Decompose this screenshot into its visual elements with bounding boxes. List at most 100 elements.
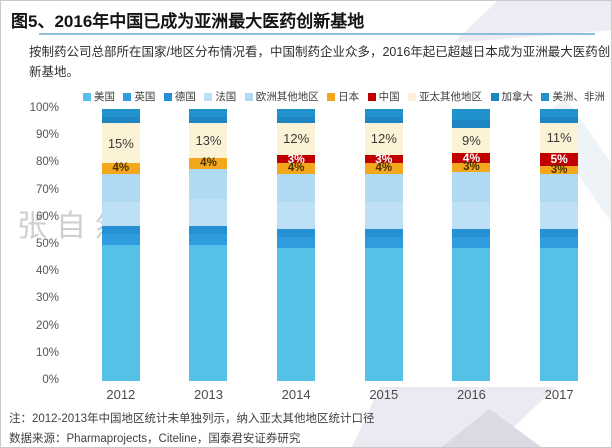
segment-label: 4% bbox=[200, 156, 217, 169]
bar-2012: 15% 4% bbox=[101, 109, 140, 381]
background-decoration-top-right bbox=[453, 1, 611, 43]
segment-德国 bbox=[189, 225, 228, 235]
segment-美洲、非洲 bbox=[189, 109, 228, 118]
segment-欧洲其他地区 bbox=[540, 174, 579, 202]
segment-欧洲其他地区 bbox=[364, 174, 403, 202]
title-underline bbox=[39, 33, 595, 35]
legend-item: 加拿大 bbox=[490, 89, 534, 104]
bar-2015: 12% 3% 4% bbox=[364, 109, 403, 381]
segment-label: 3% bbox=[287, 152, 305, 167]
y-axis-label: 80% bbox=[35, 156, 59, 169]
segment-法国 bbox=[364, 201, 403, 229]
segment-美国 bbox=[364, 247, 403, 381]
segment-日本: 3% bbox=[540, 163, 579, 176]
segment-label: 4% bbox=[112, 162, 130, 175]
segment-英国 bbox=[277, 236, 316, 248]
legend-item: 中国 bbox=[367, 89, 400, 104]
segment-德国 bbox=[101, 225, 140, 235]
legend-swatch-icon bbox=[204, 92, 213, 101]
segment-亚太其他地区: 9% bbox=[452, 128, 491, 153]
stacked-bar-chart: 100% 90% 80% 70% 60% 50% 40% 30% 20% 10% 0% 15% 4% 1… bbox=[1, 102, 611, 386]
segment-日本: 4% bbox=[101, 162, 140, 175]
chart-footnote: 注：2012-2013年中国地区统计未单独列示，纳入亚太其他地区统计口径 bbox=[9, 413, 375, 425]
segment-英国 bbox=[364, 236, 403, 248]
segment-美洲、非洲 bbox=[364, 109, 403, 118]
segment-德国 bbox=[364, 228, 403, 237]
segment-美洲、非洲 bbox=[101, 109, 140, 118]
data-source: 数据来源：Pharmaprojects，Citeline，国泰君安证券研究 bbox=[9, 433, 301, 445]
legend-label: 美国 bbox=[94, 91, 115, 103]
legend-label: 法国 bbox=[215, 91, 237, 103]
figure-description: 按制药公司总部所在国家/地区分布情况看，中国制药企业众多，2016年起已超越日本… bbox=[29, 42, 611, 82]
segment-label: 15% bbox=[107, 135, 134, 151]
segment-德国 bbox=[540, 228, 579, 237]
legend-label: 日本 bbox=[338, 91, 360, 103]
segment-加拿大 bbox=[364, 117, 403, 123]
figure-title: 图5、2016年中国已成为亚洲最大医药创新基地 bbox=[11, 12, 365, 31]
segment-中国: 5% bbox=[540, 152, 579, 167]
segment-法国 bbox=[540, 201, 579, 229]
y-axis-label: 0% bbox=[42, 374, 59, 386]
segment-中国: 3% bbox=[364, 153, 403, 165]
legend-label: 英国 bbox=[134, 91, 156, 103]
segment-美国 bbox=[277, 247, 316, 381]
legend-label: 德国 bbox=[174, 91, 196, 103]
segment-加拿大 bbox=[189, 117, 228, 123]
x-axis-label: 2012 bbox=[106, 387, 136, 402]
segment-中国: 4% bbox=[452, 151, 491, 166]
legend-item: 亚太其他地区 bbox=[408, 89, 482, 104]
segment-label: 3% bbox=[550, 163, 568, 176]
bar-2013: 13% 4% bbox=[189, 109, 228, 381]
segment-美国 bbox=[101, 245, 140, 381]
segment-德国 bbox=[452, 228, 491, 237]
segment-日本: 4% bbox=[364, 162, 403, 175]
legend-label: 美洲、非洲 bbox=[552, 91, 605, 103]
legend-swatch-icon bbox=[163, 92, 172, 101]
segment-法国 bbox=[101, 201, 140, 226]
legend-swatch-icon bbox=[408, 92, 417, 101]
segment-英国 bbox=[540, 236, 579, 248]
y-axis-label: 40% bbox=[35, 265, 59, 278]
legend-label: 加拿大 bbox=[501, 91, 534, 103]
plot: 15% 4% 13% 4% 12% 3% 4% 12% 3% 4% 9% 4% 3% 11% 5% 3% bbox=[77, 109, 603, 381]
segment-日本: 4% bbox=[189, 156, 228, 169]
segment-美国 bbox=[189, 245, 228, 381]
segment-欧洲其他地区 bbox=[101, 174, 140, 202]
y-axis-label: 30% bbox=[35, 292, 59, 305]
y-axis-label: 60% bbox=[35, 210, 59, 223]
segment-加拿大 bbox=[101, 117, 140, 123]
x-axis-label: 2016 bbox=[456, 387, 486, 402]
segment-欧洲其他地区 bbox=[452, 171, 491, 202]
segment-label: 3% bbox=[463, 160, 480, 173]
legend-item: 美国 bbox=[83, 89, 115, 104]
segment-label: 5% bbox=[550, 152, 568, 167]
legend-swatch-icon bbox=[490, 92, 499, 101]
x-axis-label: 2017 bbox=[544, 387, 574, 402]
legend-swatch-icon bbox=[541, 92, 550, 101]
segment-英国 bbox=[189, 234, 228, 245]
legend-item: 英国 bbox=[123, 89, 155, 104]
segment-英国 bbox=[452, 236, 491, 248]
legend-item: 法国 bbox=[204, 89, 236, 104]
segment-label: 12% bbox=[283, 131, 310, 147]
segment-法国 bbox=[189, 198, 228, 226]
segment-亚太其他地区: 12% bbox=[277, 122, 316, 156]
segment-label: 4% bbox=[375, 162, 393, 175]
legend-label: 欧洲其他地区 bbox=[255, 91, 319, 103]
segment-日本: 3% bbox=[452, 160, 491, 173]
segment-日本: 4% bbox=[277, 163, 316, 175]
bar-2017: 11% 5% 3% bbox=[540, 109, 579, 381]
segment-美国 bbox=[452, 247, 491, 381]
segment-德国 bbox=[277, 228, 316, 237]
description-line: 按制药公司总部所在国家/地区分布情况看，中国制药企业众多，2016年起已超越日本… bbox=[29, 45, 611, 59]
legend-item: 日本 bbox=[327, 89, 359, 104]
segment-label: 4% bbox=[462, 151, 481, 166]
y-axis-label: 100% bbox=[29, 102, 59, 114]
legend-item: 德国 bbox=[163, 89, 196, 104]
legend-label: 中国 bbox=[378, 91, 400, 103]
legend-swatch-icon bbox=[83, 92, 91, 101]
segment-加拿大 bbox=[540, 117, 579, 123]
segment-亚太其他地区: 11% bbox=[540, 122, 579, 153]
description-line: 新基地。 bbox=[29, 65, 80, 79]
x-axis: 2012 2013 2014 2015 2016 2017 bbox=[77, 387, 603, 402]
